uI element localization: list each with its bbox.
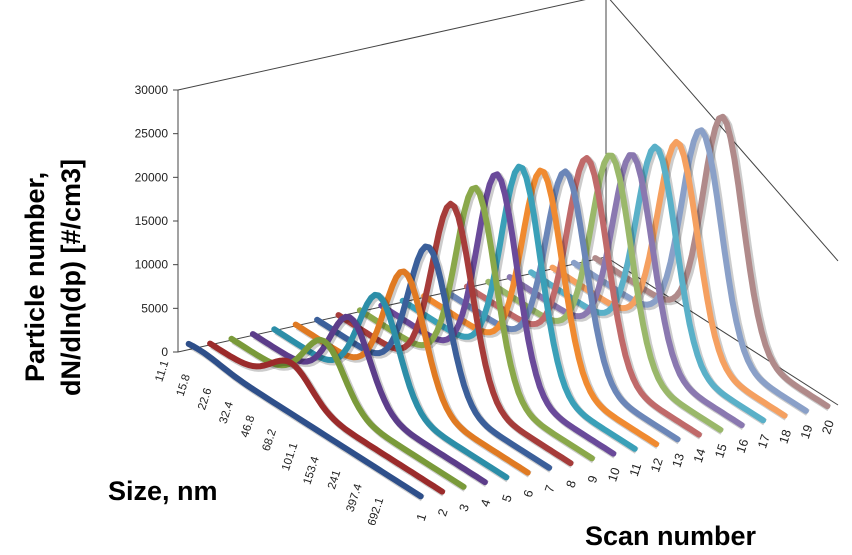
series-10-line: [378, 171, 617, 457]
series-1-line: [185, 340, 424, 500]
scan-tick-label: 15: [712, 442, 730, 460]
size-tick-label: 11.1: [153, 359, 171, 383]
size-tick-label: 101.1: [280, 441, 300, 472]
size-tick-label: 692.1: [366, 496, 386, 527]
scan-tick-label: 18: [777, 428, 795, 446]
size-tick-label: 241: [326, 469, 343, 491]
back-wall-top-line: [177, 0, 586, 91]
series-5-line: [271, 291, 510, 481]
z-tick-label: 25000: [135, 127, 169, 141]
scan-tick-label: 8: [564, 479, 579, 490]
scan-tick-label: 14: [691, 447, 709, 465]
series-2-line: [207, 340, 446, 495]
scan-axis-label: Scan number: [585, 521, 757, 550]
z-tick-label: 5000: [141, 301, 168, 315]
scan-tick-label: 17: [755, 433, 773, 451]
z-tick-label: 15000: [135, 214, 169, 228]
scan-tick-label: 13: [670, 452, 688, 470]
scan-tick-label: 12: [648, 456, 666, 474]
size-tick-label: 68.2: [261, 428, 279, 453]
z-tick-label: 0: [161, 345, 168, 359]
size-tick-label: 153.4: [302, 455, 322, 487]
z-tick-label: 20000: [135, 170, 169, 184]
size-tick-label: 32.4: [218, 400, 237, 426]
series-15-line: [485, 152, 724, 433]
series-layer: [185, 113, 832, 502]
scan-tick-label: 19: [798, 423, 816, 441]
scan-tick-label: 2: [435, 507, 450, 518]
scan-tick-label: 20: [819, 418, 837, 436]
scan-tick-label: 4: [478, 498, 493, 509]
scan-tick-label: 10: [605, 466, 623, 484]
size-tick-label: 22.6: [196, 387, 214, 412]
scan-tick-label: 5: [499, 493, 514, 504]
scan-tick-label: 3: [457, 502, 472, 513]
scan-tick-label: 6: [521, 488, 536, 499]
scan-tick-label: 9: [585, 474, 600, 485]
series-7-line: [314, 243, 553, 471]
size-tick-label: 397.4: [345, 482, 365, 514]
y-axis-label-line1: Particle number,: [20, 172, 50, 382]
size-tick-label: 46.8: [239, 414, 257, 439]
size-tick-label: 15.8: [175, 373, 193, 398]
series-8-line: [335, 200, 574, 467]
scan-tick-label: 11: [627, 461, 644, 478]
z-tick-label: 10000: [135, 258, 169, 272]
scan-tick-label: 7: [542, 483, 557, 494]
side-wall-top-line: [609, 0, 839, 262]
series-4-line: [249, 313, 488, 486]
z-axis-ticks: 0 5000 10000 15000 20000 25000 30000: [135, 83, 178, 359]
y-axis-label-line2: dN/dln(dp) [#/cm3]: [56, 159, 86, 396]
scan-tick-label: 1: [414, 512, 429, 523]
size-axis-label: Size, nm: [108, 476, 218, 506]
series-9-line: [356, 184, 595, 462]
scan-axis-ticks: 1 2 3 4 5 6 7 8 9 10 11 12 13 14 15 16 17 18 19 20: [414, 418, 837, 523]
scan-tick-label: 16: [734, 437, 752, 455]
z-tick-label: 30000: [135, 83, 169, 97]
